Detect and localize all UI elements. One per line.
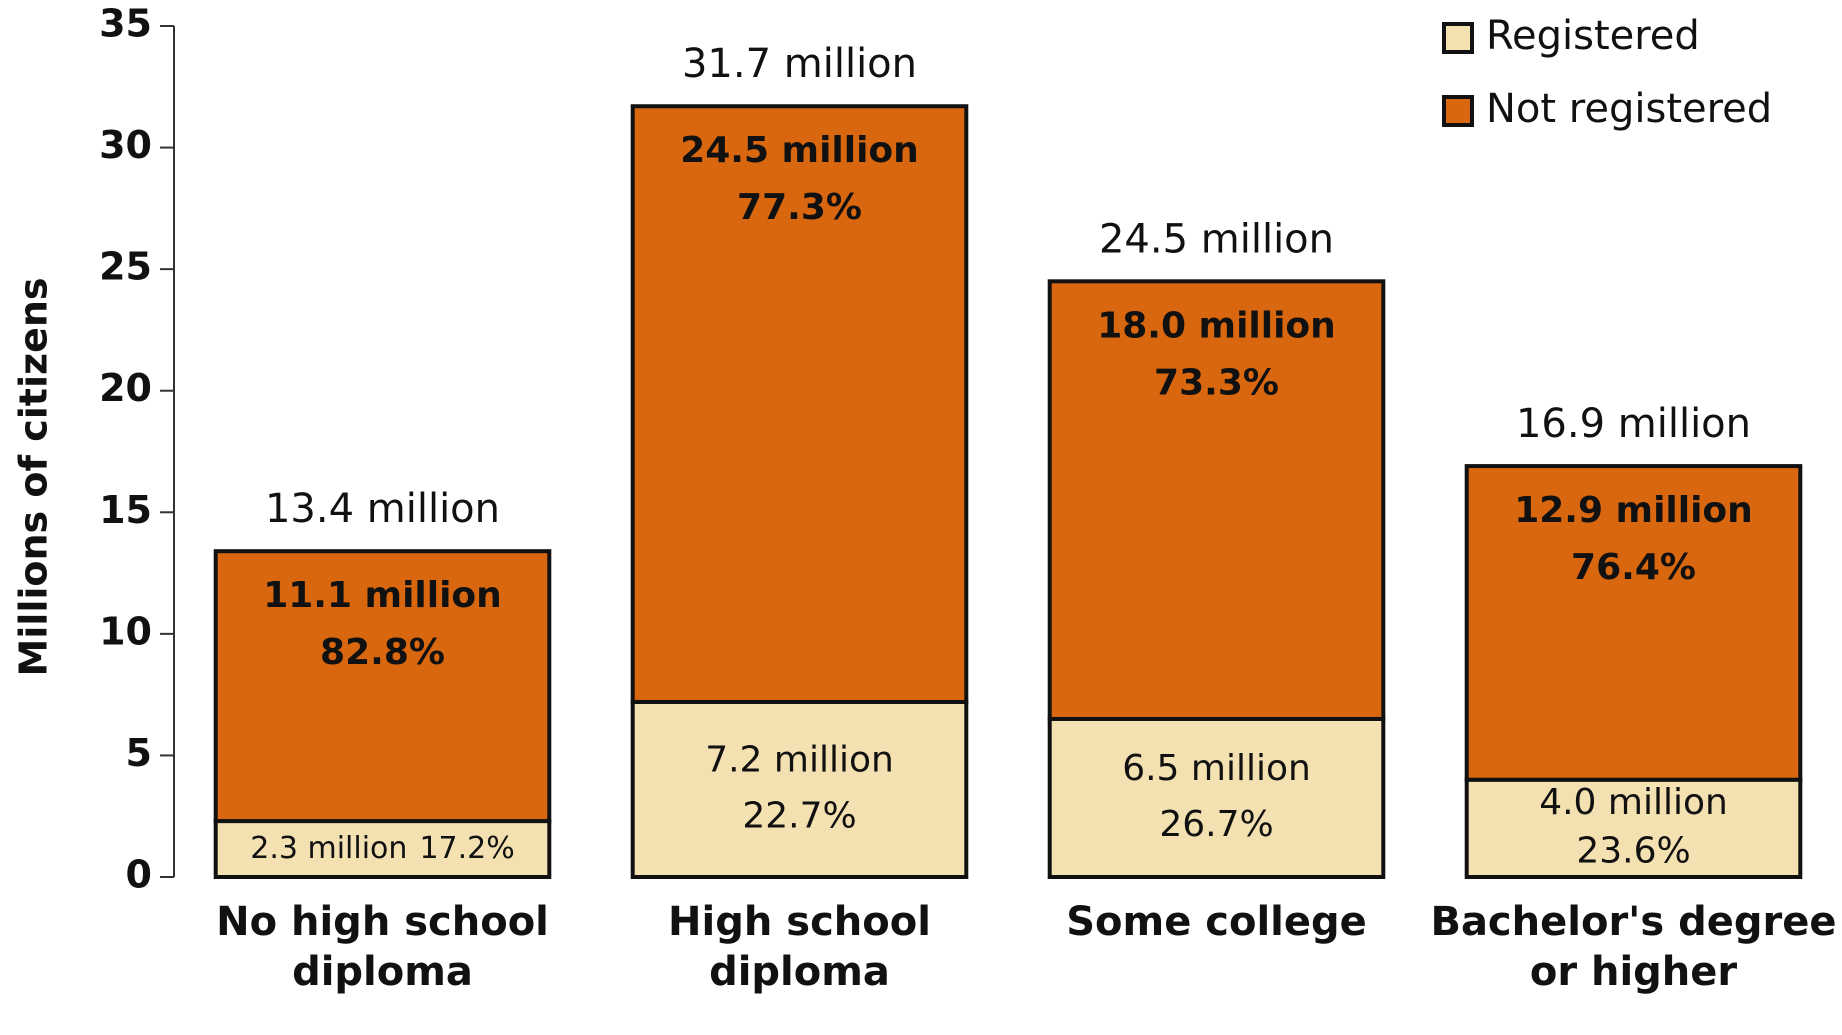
value-label: 18.0 million	[1097, 305, 1336, 346]
total-label: 31.7 million	[682, 41, 917, 87]
y-tick-label: 15	[99, 488, 152, 532]
y-axis-label: Millions of citizens	[12, 277, 56, 676]
share-label: 23.6%	[1576, 831, 1690, 872]
value-label: 24.5 million	[680, 130, 919, 171]
y-tick-label: 30	[99, 123, 152, 167]
total-label: 16.9 million	[1516, 401, 1751, 447]
value-label: 11.1 million	[263, 575, 502, 616]
bar-segment	[630, 104, 969, 704]
value-label: 7.2 million	[705, 739, 894, 780]
y-tick-label: 0	[126, 853, 152, 897]
value-label: 4.0 million	[1539, 782, 1728, 823]
y-tick-label: 20	[99, 366, 152, 410]
value-label: 12.9 million	[1514, 490, 1753, 531]
x-tick-label: Bachelor's degree or higher	[1430, 899, 1837, 995]
share-label: 77.3%	[737, 187, 862, 228]
share-label: 17.2%	[419, 831, 514, 866]
total-label: 24.5 million	[1099, 216, 1334, 262]
bar-segment	[1464, 464, 1803, 782]
bar-segment	[630, 699, 969, 879]
legend-label: Registered	[1486, 13, 1700, 59]
y-tick-label: 10	[99, 609, 152, 653]
share-label: 22.7%	[742, 795, 856, 836]
x-tick-label: Some college	[1066, 899, 1367, 945]
share-label: 26.7%	[1159, 804, 1273, 845]
legend-swatch	[1442, 22, 1474, 54]
y-tick-label: 35	[99, 2, 152, 46]
x-tick-label: High school diploma	[668, 899, 931, 995]
bar-segment	[1047, 279, 1386, 721]
total-label: 13.4 million	[265, 486, 500, 532]
bar-segment	[213, 549, 552, 824]
share-label: 76.4%	[1571, 547, 1696, 588]
value-label: 2.3 million	[250, 831, 407, 866]
y-tick-label: 25	[99, 245, 152, 289]
legend-swatch	[1442, 95, 1474, 127]
legend-label: Not registered	[1486, 86, 1772, 132]
bar-segment	[1464, 777, 1803, 879]
share-label: 73.3%	[1154, 362, 1279, 403]
x-tick-label: No high school diploma	[216, 899, 549, 995]
segment-label: 2.3 million 17.2%	[250, 831, 515, 866]
value-label: 6.5 million	[1122, 748, 1311, 789]
share-label: 82.8%	[320, 632, 445, 673]
bar-segment	[1047, 716, 1386, 880]
y-tick-label: 5	[126, 731, 152, 775]
